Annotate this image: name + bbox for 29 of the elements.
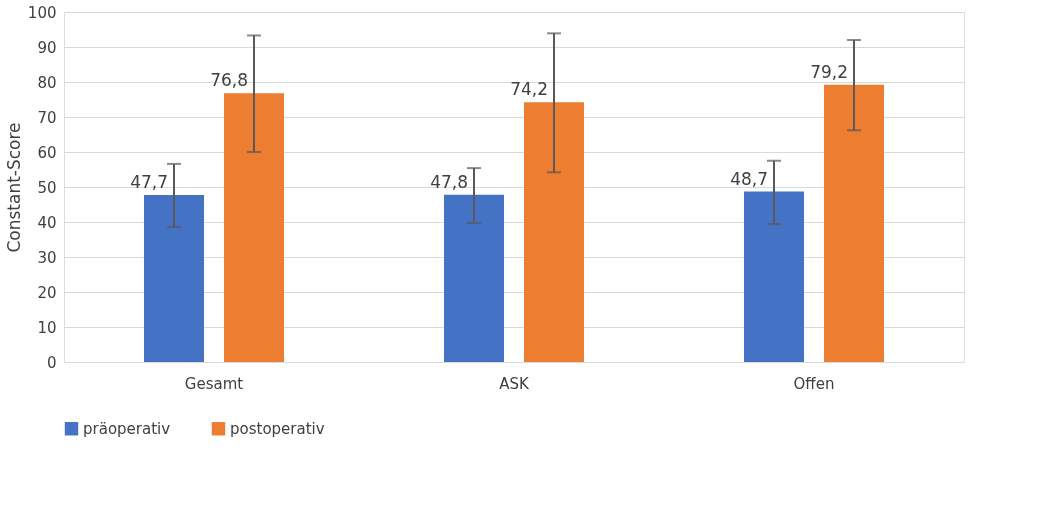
data-label: 76,8 [210, 70, 248, 91]
data-label: 47,7 [130, 172, 168, 193]
y-tick-label: 30 [37, 248, 57, 267]
x-tick-label: Gesamt [184, 374, 244, 393]
legend-label: postoperativ [230, 419, 325, 438]
data-label: 48,7 [730, 168, 768, 189]
data-label: 47,8 [430, 171, 468, 192]
y-tick-label: 50 [37, 178, 57, 197]
data-label: 79,2 [810, 61, 848, 82]
y-tick-label: 20 [37, 283, 57, 302]
bar [224, 93, 284, 362]
y-tick-label: 10 [37, 318, 57, 337]
data-label: 74,2 [510, 79, 548, 100]
bar [744, 191, 804, 362]
y-tick-label: 90 [37, 38, 57, 57]
y-tick-label: 100 [27, 3, 57, 22]
bar [524, 102, 584, 362]
y-axis-title: Constant-Score [3, 122, 24, 253]
bar [444, 194, 504, 362]
legend-label: präoperativ [83, 419, 171, 438]
y-tick-label: 0 [46, 353, 57, 372]
x-tick-label: Offen [793, 374, 835, 393]
y-tick-label: 70 [37, 108, 57, 127]
bar [824, 84, 884, 362]
bar [144, 195, 204, 362]
y-tick-label: 60 [37, 143, 57, 162]
y-tick-label: 80 [37, 73, 57, 92]
y-tick-label: 40 [37, 213, 57, 232]
x-tick-label: ASK [499, 374, 530, 393]
